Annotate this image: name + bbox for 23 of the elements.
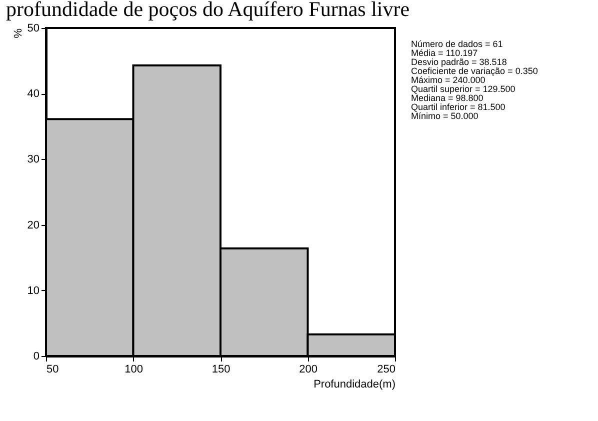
y-tick-label: 30 bbox=[27, 154, 40, 166]
y-tick-label: 10 bbox=[27, 284, 40, 297]
chart-title: profundidade de poços do Aquífero Furnas livre bbox=[6, 0, 410, 21]
text: Média = 110.197 bbox=[411, 48, 478, 58]
y-axis-title: % bbox=[12, 28, 24, 38]
text: Desvio padrão = 38.518 bbox=[411, 57, 507, 67]
text: Número de dados = 61 bbox=[411, 39, 503, 49]
text: Quartil superior = 129.500 bbox=[411, 84, 516, 94]
y-tick-label: 0 bbox=[33, 350, 40, 362]
x-tick-label: 250 bbox=[377, 364, 396, 376]
y-tick-label: 20 bbox=[27, 219, 40, 232]
y-tick-label: 50 bbox=[27, 22, 40, 34]
x-tick-label: 100 bbox=[124, 364, 143, 376]
text: Máximo = 240.000 bbox=[411, 75, 486, 85]
x-tick-label: 200 bbox=[299, 364, 318, 376]
text: Coeficiente de variação = 0.350 bbox=[411, 66, 538, 76]
x-tick-label: 50 bbox=[46, 364, 59, 376]
x-axis-title: Profundidade(m) bbox=[314, 378, 396, 390]
text: Mediana = 98.800 bbox=[411, 93, 484, 103]
text: Mínimo = 50.000 bbox=[411, 111, 478, 121]
x-tick-label: 150 bbox=[212, 364, 230, 376]
y-tick-label: 40 bbox=[27, 88, 40, 100]
text: Quartil inferior = 81.500 bbox=[411, 102, 506, 112]
